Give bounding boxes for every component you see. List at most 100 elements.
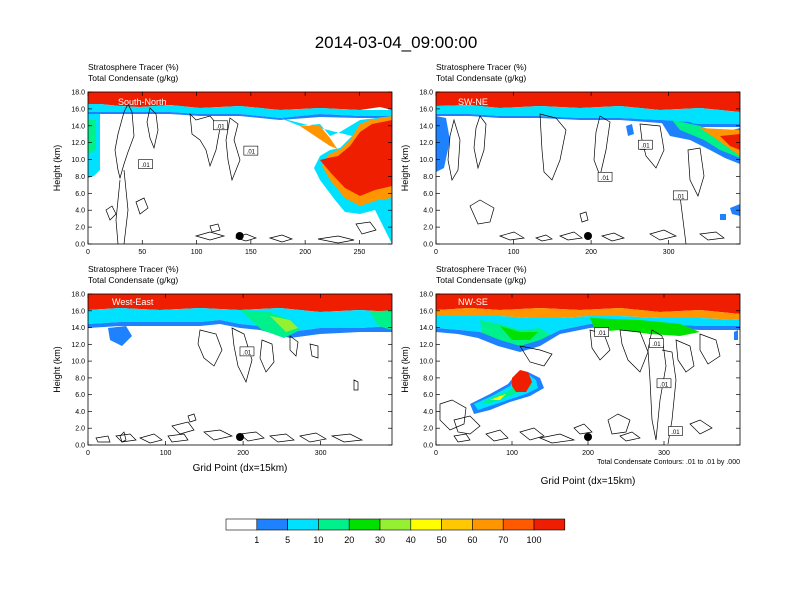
x-tick-label: 200 <box>237 450 249 457</box>
plot-frame <box>435 91 741 245</box>
x-tick-label: 100 <box>191 249 203 256</box>
y-axis-label: Height (km) <box>400 346 410 393</box>
axes: 0.0 2.0 4.0 6.0 8.0 10.0 12.0 14.0 16.0 18.0 0 100 2… <box>52 292 392 457</box>
tracer-fill <box>88 92 392 244</box>
y-tick-label: 2.0 <box>423 225 433 232</box>
contour-label-box <box>594 327 609 337</box>
y-tick-label: 16.0 <box>419 106 433 113</box>
y-tick-label: 8.0 <box>75 174 85 181</box>
y-tick-label: 12.0 <box>419 140 433 147</box>
panel-title: West-East <box>112 297 154 307</box>
contour-label-box <box>649 338 664 348</box>
colorbar-swatch <box>502 518 535 531</box>
contour-label: .01 <box>652 342 661 348</box>
y-tick-label: 18.0 <box>71 292 85 299</box>
y-tick-label: 12.0 <box>419 342 433 349</box>
colorbar-label: 30 <box>375 535 385 545</box>
colorbar-swatch <box>256 518 288 531</box>
x-tick-label: 250 <box>354 249 366 256</box>
y-tick-label: 6.0 <box>75 191 85 198</box>
x-tick-label: 300 <box>663 249 675 256</box>
y-tick-label: 16.0 <box>71 308 85 315</box>
contour-label-box <box>656 378 672 389</box>
x-tick-label: 300 <box>658 450 670 457</box>
y-tick-label: 14.0 <box>71 123 85 130</box>
tracer-fill <box>88 294 392 346</box>
contour-label-box <box>213 120 228 131</box>
condensate-label: Total Condensate (g/kg) <box>436 73 526 83</box>
y-tick-label: 14.0 <box>419 325 433 332</box>
x-tick-label: 50 <box>138 249 146 256</box>
colorbar-label: 60 <box>467 535 477 545</box>
tracer-label: Stratosphere Tracer (%) <box>436 264 527 274</box>
contour-label: .01 <box>660 382 669 388</box>
colorbar-label: 100 <box>526 535 541 545</box>
x-tick-label: 0 <box>434 450 438 457</box>
colorbar-swatch <box>287 518 319 531</box>
tracer-label: Stratosphere Tracer (%) <box>88 264 179 274</box>
y-tick-label: 10.0 <box>419 157 433 164</box>
y-tick-label: 0.0 <box>75 242 85 249</box>
y-tick-label: 10.0 <box>71 157 85 164</box>
contour-label: .01 <box>601 176 610 182</box>
plot-frame <box>87 91 393 245</box>
location-marker <box>584 232 592 240</box>
colorbar-label: 1 <box>254 535 259 545</box>
y-tick-label: 18.0 <box>419 292 433 299</box>
colorbar: 1 5 10 20 30 40 50 60 70 100 <box>225 518 566 545</box>
y-tick-label: 14.0 <box>71 325 85 332</box>
y-tick-label: 4.0 <box>75 409 85 416</box>
axes: 0.0 2.0 4.0 6.0 8.0 10.0 12.0 14.0 16.0 18.0 0 50 10… <box>52 90 392 256</box>
contour-label: .01 <box>598 331 607 337</box>
y-axis-label: Height (km) <box>52 346 62 393</box>
x-tick-label: 150 <box>245 249 257 256</box>
condensate-label: Total Condensate (g/kg) <box>88 73 178 83</box>
condensate-label: Total Condensate (g/kg) <box>436 275 526 285</box>
y-tick-label: 16.0 <box>419 308 433 315</box>
y-tick-label: 18.0 <box>71 90 85 97</box>
x-tick-label: 200 <box>299 249 311 256</box>
panel-nw-se: Stratosphere Tracer (%) Total Condensate… <box>400 264 741 487</box>
contour-label: .01 <box>671 430 680 436</box>
colorbar-label: 10 <box>313 535 323 545</box>
y-tick-label: 0.0 <box>423 443 433 450</box>
x-tick-label: 100 <box>160 450 172 457</box>
y-tick-label: 4.0 <box>423 208 433 215</box>
colorbar-swatch <box>379 518 412 531</box>
x-tick-label: 0 <box>434 249 438 256</box>
location-marker <box>236 433 244 441</box>
plot-frame <box>87 293 393 446</box>
tracer-fill <box>436 92 740 220</box>
plot-frame <box>435 293 741 446</box>
x-tick-label: 0 <box>86 249 90 256</box>
colorbar-swatch <box>410 518 442 531</box>
colorbar-swatch <box>441 518 473 531</box>
y-tick-label: 10.0 <box>419 359 433 366</box>
y-tick-label: 16.0 <box>71 106 85 113</box>
condensate-contours <box>95 327 364 444</box>
contour-label: .01 <box>247 150 256 156</box>
y-tick-label: 6.0 <box>423 191 433 198</box>
y-tick-label: 4.0 <box>75 208 85 215</box>
y-tick-label: 8.0 <box>75 375 85 382</box>
x-tick-label: 0 <box>86 450 90 457</box>
y-tick-label: 12.0 <box>71 140 85 147</box>
panel-south-north: Stratosphere Tracer (%) Total Condensate… <box>52 62 393 256</box>
contour-label: .01 <box>676 194 685 200</box>
colorbar-swatch <box>472 518 504 531</box>
y-tick-label: 4.0 <box>423 409 433 416</box>
colorbar-label: 40 <box>406 535 416 545</box>
x-tick-label: 200 <box>585 249 597 256</box>
y-tick-label: 6.0 <box>75 392 85 399</box>
colorbar-label: 70 <box>498 535 508 545</box>
contour-label-box <box>239 346 255 357</box>
x-tick-label: 100 <box>506 450 518 457</box>
y-tick-label: 6.0 <box>423 392 433 399</box>
colorbar-swatch <box>348 518 381 531</box>
contour-label: .01 <box>243 350 252 356</box>
panel-title: NW-SE <box>458 297 488 307</box>
contour-label: .01 <box>216 124 225 130</box>
panel-title: SW-NE <box>458 97 488 107</box>
tracer-label: Stratosphere Tracer (%) <box>88 62 179 72</box>
x-tick-label: 100 <box>508 249 520 256</box>
